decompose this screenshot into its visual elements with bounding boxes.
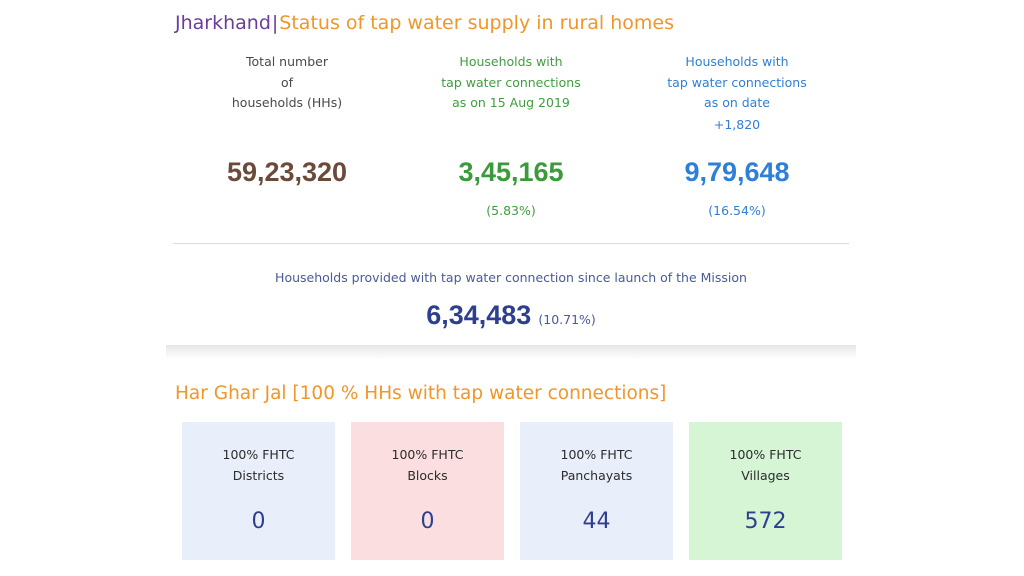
panel-bottom-shadow xyxy=(166,345,856,359)
stat-current-delta: +1,820 xyxy=(713,116,761,132)
card-label: 100% FHTC Blocks xyxy=(391,447,464,483)
state-name: Jharkhand xyxy=(175,12,271,34)
card-label: 100% FHTC Villages xyxy=(729,447,802,483)
mission-percent: (10.71%) xyxy=(538,312,596,327)
card-fhtc-districts: 100% FHTC Districts 0 xyxy=(182,422,335,560)
stat-current-connections: Households with tap water connections as… xyxy=(637,52,837,218)
har-ghar-jal-title: Har Ghar Jal [100 % HHs with tap water c… xyxy=(175,383,667,404)
card-value: 0 xyxy=(251,509,266,534)
stat-baseline-value: 3,45,165 xyxy=(458,157,564,187)
stat-total-households: Total number of households (HHs) 59,23,3… xyxy=(187,52,387,187)
mission-label: Households provided with tap water conne… xyxy=(275,270,747,285)
page-title: Jharkhand|Status of tap water supply in … xyxy=(175,10,674,36)
section-divider xyxy=(173,243,849,244)
card-value: 0 xyxy=(420,509,435,534)
card-label: 100% FHTC Districts xyxy=(222,447,295,483)
stat-current-label: Households with tap water connections as… xyxy=(667,54,807,110)
stat-total-value: 59,23,320 xyxy=(226,157,348,187)
page-subtitle: Status of tap water supply in rural home… xyxy=(279,12,674,34)
mission-value: 6,34,483 xyxy=(426,300,532,330)
card-fhtc-panchayats: 100% FHTC Panchayats 44 xyxy=(520,422,673,560)
card-label: 100% FHTC Panchayats xyxy=(560,447,633,483)
stat-current-percent: (16.54%) xyxy=(708,203,766,218)
stat-baseline-percent: (5.83%) xyxy=(486,203,536,218)
stat-baseline-connections: Households with tap water connections as… xyxy=(411,52,611,218)
card-fhtc-villages: 100% FHTC Villages 572 xyxy=(689,422,842,560)
card-value: 44 xyxy=(582,509,611,534)
stat-baseline-label: Households with tap water connections as… xyxy=(441,54,581,110)
mission-stat: 6,34,483 (10.71%) xyxy=(173,300,849,331)
stat-total-label: Total number of households (HHs) xyxy=(231,54,343,110)
title-separator: | xyxy=(271,12,279,34)
card-value: 572 xyxy=(744,509,787,534)
stat-current-value: 9,79,648 xyxy=(684,157,790,187)
card-fhtc-blocks: 100% FHTC Blocks 0 xyxy=(351,422,504,560)
